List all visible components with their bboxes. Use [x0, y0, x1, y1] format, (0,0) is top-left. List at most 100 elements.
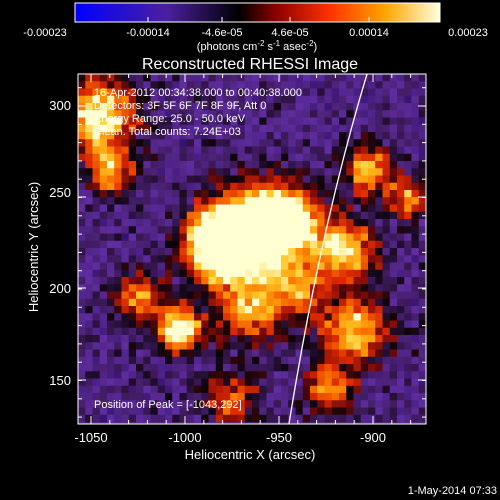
image-pixel	[281, 168, 289, 176]
image-pixel	[266, 320, 275, 329]
image-pixel	[339, 414, 347, 423]
image-pixel	[389, 255, 398, 263]
image-pixel	[288, 393, 296, 401]
image-pixel	[324, 124, 333, 133]
image-pixel	[244, 204, 253, 213]
image-pixel	[252, 88, 260, 97]
image-pixel	[128, 262, 137, 271]
image-pixel	[121, 313, 130, 321]
image-pixel	[136, 306, 144, 314]
image-pixel	[418, 103, 426, 111]
image-pixel	[382, 81, 391, 89]
image-pixel	[346, 327, 354, 336]
image-pixel	[252, 364, 260, 372]
image-pixel	[78, 306, 86, 314]
image-pixel	[404, 284, 412, 292]
image-pixel	[172, 124, 180, 133]
image-pixel	[136, 262, 144, 271]
image-pixel	[273, 291, 282, 300]
image-pixel	[266, 110, 275, 118]
image-pixel	[266, 117, 275, 126]
image-pixel	[128, 117, 137, 126]
image-pixel	[165, 95, 173, 104]
image-pixel	[237, 211, 246, 220]
image-pixel	[339, 269, 347, 278]
image-pixel	[389, 291, 398, 300]
image-pixel	[107, 197, 115, 205]
image-pixel	[411, 161, 420, 169]
image-pixel	[397, 88, 405, 97]
image-pixel	[310, 335, 318, 343]
image-pixel	[317, 327, 325, 336]
image-pixel	[92, 248, 101, 256]
image-pixel	[295, 313, 304, 321]
image-pixel	[273, 313, 282, 321]
image-pixel	[179, 277, 188, 285]
image-pixel	[368, 139, 376, 147]
image-pixel	[215, 414, 224, 423]
image-pixel	[223, 103, 231, 111]
image-pixel	[375, 356, 383, 365]
image-pixel	[136, 95, 144, 104]
image-pixel	[346, 124, 354, 133]
image-pixel	[252, 233, 260, 242]
image-pixel	[143, 110, 151, 118]
image-pixel	[397, 219, 405, 227]
image-pixel	[85, 168, 93, 176]
image-pixel	[244, 262, 253, 271]
image-pixel	[208, 378, 217, 387]
image-pixel	[143, 414, 151, 423]
image-pixel	[186, 204, 195, 213]
image-pixel	[346, 277, 354, 285]
image-pixel	[136, 88, 144, 97]
image-pixel	[99, 74, 108, 82]
image-pixel	[360, 81, 369, 89]
image-pixel	[389, 306, 398, 314]
image-pixel	[244, 414, 253, 423]
image-pixel	[143, 124, 151, 133]
image-pixel	[128, 153, 137, 162]
image-pixel	[208, 400, 217, 408]
image-pixel	[121, 74, 130, 82]
image-pixel	[375, 291, 383, 300]
image-pixel	[259, 342, 267, 350]
image-pixel	[360, 117, 369, 126]
image-pixel	[157, 284, 166, 292]
image-pixel	[223, 356, 231, 365]
image-pixel	[136, 284, 144, 292]
image-pixel	[92, 364, 101, 372]
image-pixel	[324, 400, 333, 408]
image-pixel	[136, 248, 144, 256]
image-pixel	[208, 349, 217, 358]
image-pixel	[208, 153, 217, 162]
image-pixel	[99, 262, 108, 271]
image-pixel	[302, 255, 311, 263]
image-pixel	[418, 378, 426, 387]
image-pixel	[346, 146, 354, 155]
image-pixel	[302, 313, 311, 321]
image-pixel	[244, 342, 253, 350]
image-pixel	[302, 262, 311, 271]
image-pixel	[397, 385, 405, 394]
image-pixel	[375, 219, 383, 227]
image-pixel	[121, 197, 130, 205]
image-pixel	[215, 327, 224, 336]
image-pixel	[150, 320, 159, 329]
image-pixel	[215, 88, 224, 97]
image-pixel	[302, 335, 311, 343]
image-pixel	[273, 81, 282, 89]
image-pixel	[92, 320, 101, 329]
image-pixel	[107, 88, 115, 97]
image-pixel	[157, 132, 166, 140]
image-pixel	[179, 371, 188, 379]
image-pixel	[418, 313, 426, 321]
image-pixel	[418, 197, 426, 205]
image-pixel	[186, 168, 195, 176]
image-pixel	[288, 175, 296, 184]
image-pixel	[360, 168, 369, 176]
image-pixel	[85, 197, 93, 205]
image-pixel	[368, 277, 376, 285]
image-pixel	[157, 146, 166, 155]
image-pixel	[215, 248, 224, 256]
image-pixel	[157, 240, 166, 249]
